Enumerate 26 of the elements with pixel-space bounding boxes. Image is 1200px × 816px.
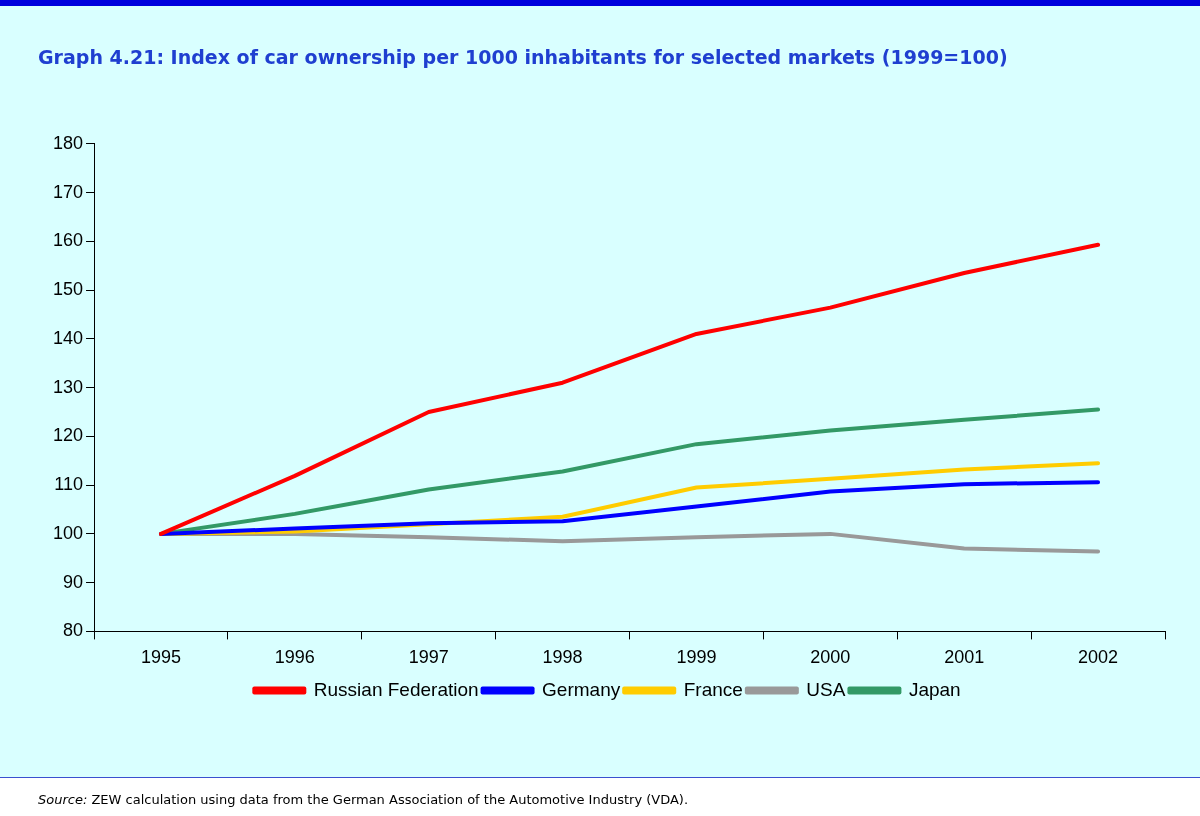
y-tick-label: 170	[52, 181, 84, 202]
x-tick-label: 1998	[542, 647, 583, 668]
x-tick-label: 2002	[1078, 647, 1119, 668]
y-tick-label: 160	[52, 230, 84, 251]
source-note: Source: ZEW calculation using data from the German Association of the Automotive Industry (VDA).	[38, 792, 689, 807]
legend-label: USA	[806, 678, 846, 700]
x-tick-label: 2001	[944, 647, 985, 668]
y-tick-label: 100	[52, 522, 84, 543]
y-tick-label: 120	[52, 425, 84, 446]
x-tick-label: 1996	[274, 647, 315, 668]
y-tick-label: 110	[54, 474, 84, 495]
x-tick-label: 1995	[140, 647, 181, 668]
legend-label: France	[683, 678, 743, 700]
y-tick-label: 80	[63, 620, 84, 641]
y-tick-label: 150	[52, 279, 84, 300]
chart-title: Graph 4.21: Index of car ownership per 1000 inhabitants for selected markets (1999=100)	[38, 46, 1008, 68]
legend-label: Germany	[542, 678, 621, 700]
y-tick-label: 140	[52, 327, 84, 348]
x-tick-label: 1999	[676, 647, 717, 668]
legend-label: Russian Federation	[313, 678, 479, 700]
legend-label: Japan	[908, 678, 961, 700]
y-tick-label: 180	[52, 132, 84, 153]
x-tick-label: 2000	[810, 647, 851, 668]
y-tick-label: 130	[52, 376, 84, 397]
x-tick-label: 1997	[408, 647, 449, 668]
y-tick-label: 90	[63, 571, 84, 592]
